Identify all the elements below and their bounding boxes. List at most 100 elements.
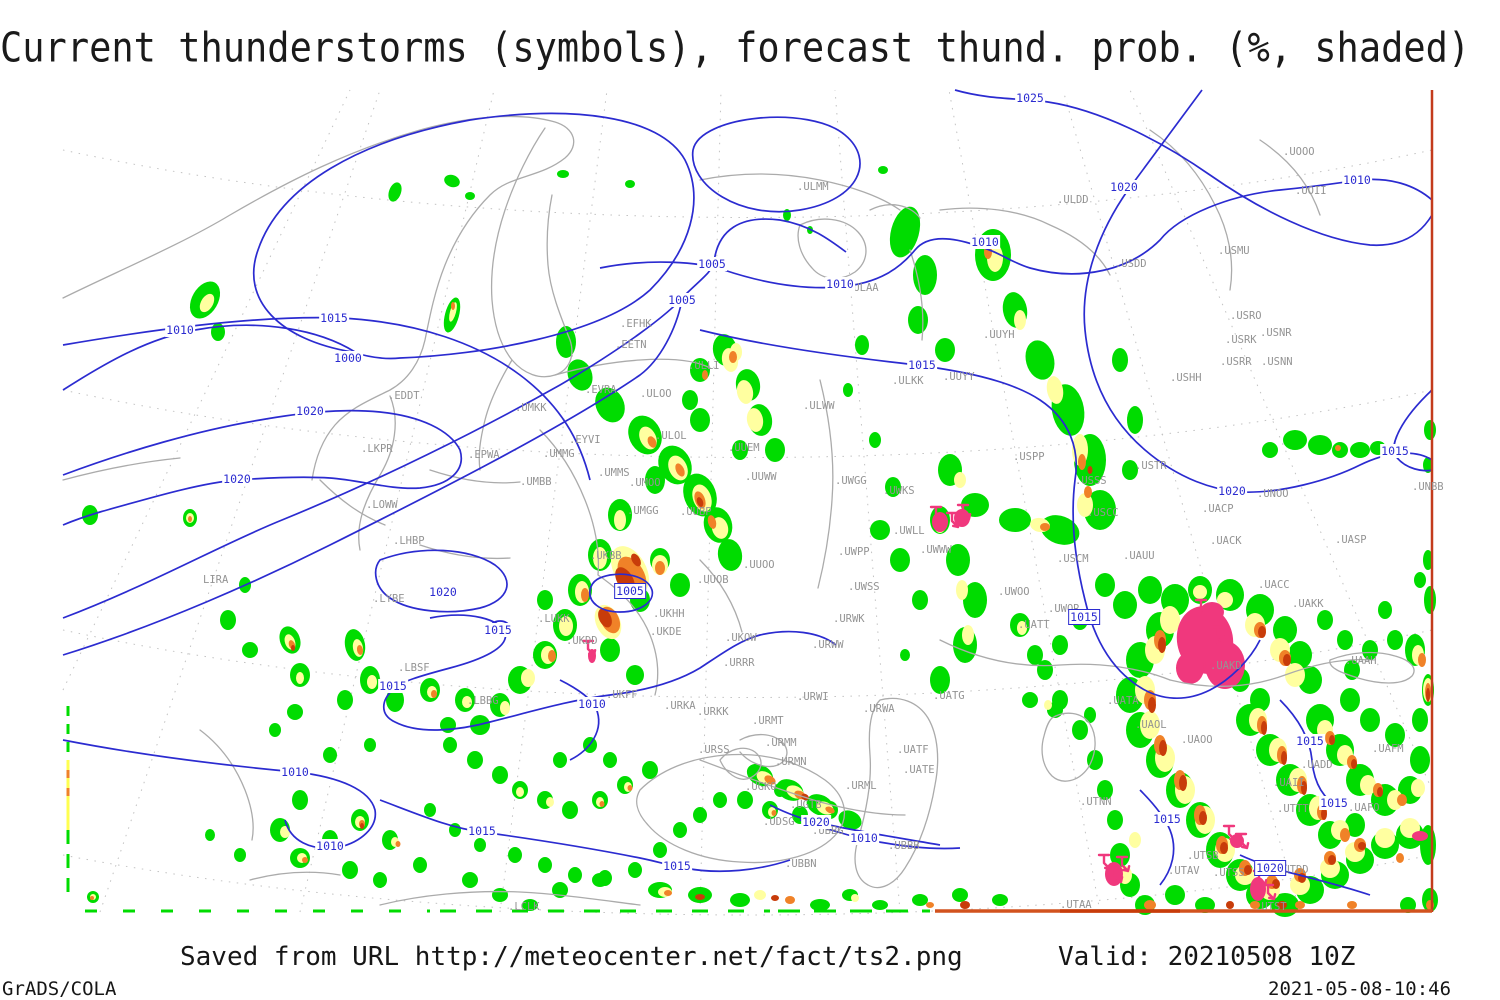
isobar-label: 1010 [315, 839, 345, 853]
station-label: .UKDD [566, 635, 598, 647]
station-label: .UKHH [653, 608, 685, 620]
station-label: .UWPP [838, 546, 870, 558]
station-label: .UACC [1258, 579, 1290, 591]
isobar-label: 1015 [1152, 812, 1182, 826]
station-label: .USNN [1261, 356, 1293, 368]
station-label: .UAOL [1135, 719, 1167, 731]
station-label: .LBSF [398, 662, 430, 674]
station-label: .UAII [1273, 777, 1305, 789]
page-title: Current thunderstorms (symbols), forecas… [0, 24, 1471, 72]
station-label: .UDSG [763, 816, 795, 828]
isobar-label: 1020 [801, 815, 831, 829]
isobar-label: 1020 [1254, 860, 1286, 876]
isobar-label: 1010 [1342, 173, 1372, 187]
isobar-label: 1010 [825, 277, 855, 291]
station-label: .UMGG [627, 505, 659, 517]
station-label: .USMU [1218, 245, 1250, 257]
station-label: .UATA [1107, 695, 1139, 707]
station-label: .UAFM [1372, 743, 1404, 755]
isobar-label: 1020 [1217, 484, 1247, 498]
station-label: .UMOO [629, 477, 661, 489]
isobar-label: 1020 [222, 472, 252, 486]
station-label: .EETN [615, 339, 647, 351]
station-label: .URWW [812, 639, 844, 651]
station-label: .ULLI [688, 360, 720, 372]
isobar-label: 1015 [662, 859, 692, 873]
station-label: .EPWA [468, 449, 500, 461]
station-label: .UAOO [1181, 734, 1213, 746]
station-label: .UUBP [680, 506, 712, 518]
station-label: .ULDD [1057, 194, 1089, 206]
station-label: .UUYH [983, 329, 1015, 341]
isobar-label: 1015 [483, 623, 513, 637]
station-label: .UBBN [785, 858, 817, 870]
station-label: .LUKK [538, 613, 570, 625]
isobar-label: 1000 [333, 351, 363, 365]
station-label: .UTAV [1168, 865, 1200, 877]
isobar-label: 1015 [1380, 444, 1410, 458]
station-label: .UMBB [520, 476, 552, 488]
station-label: .LKPR [361, 443, 393, 455]
isobar-label: 1025 [1015, 91, 1045, 105]
station-label: .UTST [1255, 901, 1287, 913]
isobar-label: 1015 [907, 358, 937, 372]
station-label: .URML [845, 780, 877, 792]
station-label: .EYVI [569, 434, 601, 446]
station-label: .USSS [1075, 475, 1107, 487]
station-label: .UATT [1018, 619, 1050, 631]
isobar-label: 1010 [280, 765, 310, 779]
saved-url-text: Saved from URL http://meteocenter.net/fa… [180, 942, 963, 972]
station-label: .UWWW [920, 544, 952, 556]
station-label: .UAUU [1123, 550, 1155, 562]
station-label: .ULWW [803, 400, 835, 412]
coastline-layer [62, 115, 1415, 906]
station-label: .URWI [797, 691, 829, 703]
station-label: .UGTB [790, 799, 822, 811]
station-label: .UWGG [835, 475, 867, 487]
isobar-label: 1015 [1295, 734, 1325, 748]
isobar-label: 1005 [667, 293, 697, 307]
isobar-label: 1015 [1068, 609, 1100, 625]
station-label: .URMN [775, 756, 807, 768]
station-label: .UTNN [1080, 796, 1112, 808]
station-label: .UWOO [998, 586, 1030, 598]
station-label: .UNBB [1412, 481, 1444, 493]
station-label: .UMKK [515, 402, 547, 414]
station-label: .UBBB [888, 840, 920, 852]
station-label: .URWA [863, 703, 895, 715]
station-label: .UAKD [1210, 660, 1242, 672]
station-label: .USRO [1230, 310, 1262, 322]
station-label: .LOWW [366, 499, 398, 511]
station-label: LIRA [203, 574, 229, 586]
station-label: .EVRA [585, 384, 617, 396]
station-label: .UUYY [943, 371, 975, 383]
station-label: .ULKK [892, 375, 924, 387]
valid-time-text: Valid: 20210508 10Z [1058, 942, 1356, 972]
station-label: .USHH [1170, 372, 1202, 384]
station-label: .UTTT [1277, 803, 1309, 815]
station-label: .ULAA [847, 282, 879, 294]
station-label: .URWK [833, 613, 865, 625]
station-label: .ULOO [640, 388, 672, 400]
probability-shading-layer [82, 166, 1438, 917]
station-label: .UACP [1202, 503, 1234, 515]
station-label: .USCC [1087, 507, 1119, 519]
station-label: .USTR [1135, 460, 1167, 472]
graticule-layer [62, 89, 1433, 916]
station-label: .USRR [1220, 356, 1252, 368]
station-label: .LYBE [373, 593, 405, 605]
station-label: .UKOW [725, 632, 757, 644]
station-label: .URMM [765, 737, 797, 749]
station-label: .UKFF [606, 689, 638, 701]
isobar-label: 1020 [295, 404, 325, 418]
station-label: .LCLK [508, 901, 540, 913]
station-label: .UATG [933, 690, 965, 702]
station-label: .UOOO [1283, 146, 1315, 158]
station-label: .UUWW [745, 471, 777, 483]
station-label: .URKK [697, 706, 729, 718]
station-label: .URKA [664, 700, 696, 712]
station-label: .URSS [698, 744, 730, 756]
isobar-label: 1005 [614, 583, 646, 599]
station-label: .UAKK [1292, 598, 1324, 610]
